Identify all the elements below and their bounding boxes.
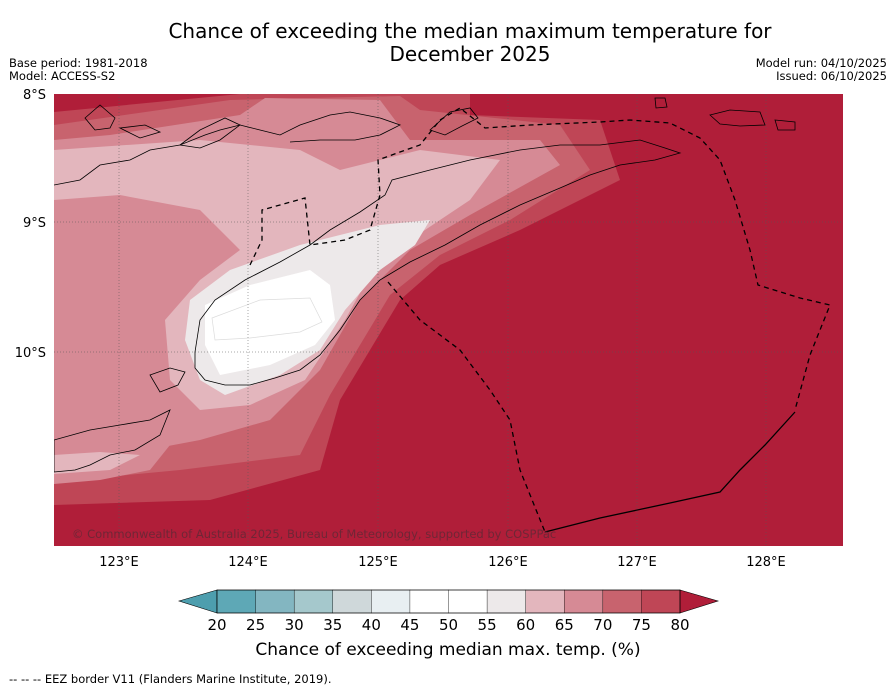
colorbar-cell — [448, 589, 488, 614]
lat-label-8s: 8°S — [23, 88, 46, 103]
alor-coast — [178, 117, 241, 149]
colorbar-ticks: 20 25 30 35 40 45 50 55 60 65 70 75 80 — [207, 616, 689, 634]
lon-label-124e: 124°E — [228, 555, 268, 570]
colorbar-cell — [371, 589, 411, 614]
colorbar: 20 25 30 35 40 45 50 55 60 65 70 75 80 — [177, 589, 720, 634]
issued-date: Issued: 06/10/2025 — [776, 69, 887, 83]
lon-label-127e: 127°E — [617, 555, 657, 570]
colorbar-tick-label: 80 — [670, 616, 689, 634]
lat-label-9s: 9°S — [23, 216, 46, 231]
rote-coast — [149, 367, 186, 393]
colorbar-tick-label: 55 — [478, 616, 497, 634]
colorbar-tick-label: 40 — [362, 616, 381, 634]
title-line-2: December 2025 — [389, 42, 551, 66]
chart-title: Chance of exceeding the median maximum t… — [120, 20, 820, 66]
colorbar-cell — [641, 589, 681, 614]
colorbar-tick-label: 75 — [632, 616, 651, 634]
lon-label-126e: 126°E — [488, 555, 528, 570]
colorbar-tick-label: 65 — [555, 616, 574, 634]
contour-45-line — [211, 297, 323, 341]
islands-northeast — [654, 97, 796, 131]
coastlines — [54, 97, 796, 473]
colorbar-cell — [564, 589, 604, 614]
colorbar-cell — [602, 589, 642, 614]
probability-field — [54, 94, 843, 546]
eez-footnote: -- -- -- EEZ border V11 (Flanders Marine… — [9, 672, 332, 686]
title-line-1: Chance of exceeding the median maximum t… — [168, 19, 772, 43]
colorbar-tick-label: 35 — [323, 616, 342, 634]
lon-label-125e: 125°E — [358, 555, 398, 570]
lon-label-128e: 128°E — [746, 555, 786, 570]
colorbar-under-arrow — [177, 589, 218, 614]
small-islands-north — [84, 104, 162, 139]
copyright-notice: © Commonwealth of Australia 2025, Bureau… — [72, 527, 556, 541]
colorbar-cells — [216, 589, 681, 614]
colorbar-cell — [332, 589, 372, 614]
base-period: Base period: 1981-2018 — [9, 56, 148, 70]
colorbar-over-arrow — [679, 589, 720, 614]
colorbar-label: Chance of exceeding median max. temp. (%… — [255, 640, 641, 660]
colorbar-cell — [293, 589, 334, 614]
colorbar-cell — [255, 589, 295, 614]
metadata-left: Base period: 1981-2018 Model: ACCESS-S2 — [9, 57, 148, 83]
colorbar-cell — [216, 589, 257, 614]
colorbar-tick-label: 20 — [207, 616, 226, 634]
eez-border-solid — [544, 411, 796, 533]
colorbar-cell — [409, 589, 449, 614]
sumba-savu-coast — [54, 409, 171, 473]
timor-island-outline — [194, 139, 682, 386]
colorbar-tick-label: 25 — [246, 616, 265, 634]
lat-label-10s: 10°S — [15, 346, 46, 361]
flores-coast — [54, 111, 402, 186]
metadata-right: Model run: 04/10/2025 Issued: 06/10/2025 — [756, 57, 887, 83]
colorbar-cell — [525, 589, 565, 614]
colorbar-cell — [486, 589, 527, 614]
wetar-coast — [429, 107, 479, 136]
eez-border — [249, 107, 831, 533]
model-name: Model: ACCESS-S2 — [9, 69, 116, 83]
colorbar-tick-label: 60 — [516, 616, 535, 634]
contour-50 — [205, 270, 335, 375]
colorbar-tick-label: 50 — [439, 616, 458, 634]
colorbar-tick-label: 45 — [400, 616, 419, 634]
colorbar-tick-label: 30 — [285, 616, 304, 634]
contour-60-sw — [54, 452, 140, 474]
lon-label-123e: 123°E — [99, 555, 139, 570]
colorbar-tick-label: 70 — [593, 616, 612, 634]
model-run: Model run: 04/10/2025 — [755, 56, 887, 70]
